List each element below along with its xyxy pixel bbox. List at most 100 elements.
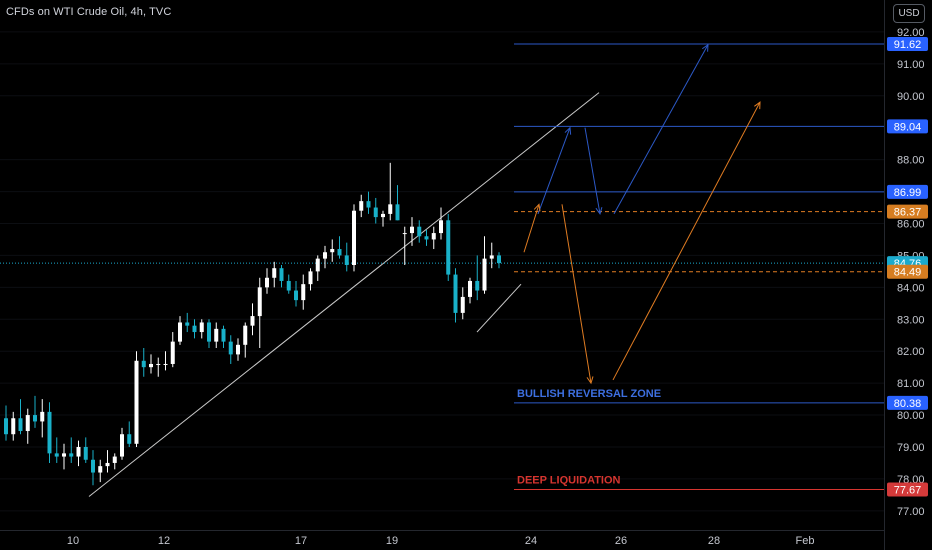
orange-arrow-up-1 <box>523 204 540 253</box>
y-tick-label: 88.00 <box>897 155 925 167</box>
price-tag <box>887 37 928 52</box>
candle-body <box>25 415 30 432</box>
y-tick-label: 77.00 <box>897 506 925 518</box>
candle-body <box>54 453 59 457</box>
candle-body <box>308 271 313 285</box>
candle-body <box>178 322 182 342</box>
blue-arrow-down <box>584 127 601 215</box>
candles <box>4 162 501 486</box>
candle-body <box>156 363 161 365</box>
price-tag <box>887 204 928 219</box>
x-tick-label: 26 <box>615 535 627 547</box>
y-tick-label: 86.00 <box>897 218 925 230</box>
candle-body <box>468 280 472 297</box>
candle-body <box>446 220 451 275</box>
y-tick-label: 84.00 <box>897 282 925 294</box>
grid-layer <box>0 31 884 512</box>
y-tick-label: 82.00 <box>897 346 925 358</box>
candle-body <box>286 280 291 291</box>
blue-arrow-up-2-head <box>701 43 709 52</box>
candle-body <box>141 360 146 368</box>
candle-body <box>47 411 52 454</box>
candle-body <box>424 236 429 240</box>
candle-body <box>250 316 255 326</box>
x-tick-label: Feb <box>796 535 815 547</box>
candle-body <box>279 268 284 281</box>
candle-body <box>236 344 240 355</box>
candle-body <box>170 341 175 364</box>
candle-body <box>272 268 277 278</box>
axis-divider <box>884 0 885 550</box>
price-tag-label: 77.67 <box>894 484 922 496</box>
candle-body <box>134 360 139 444</box>
candle-body <box>127 434 132 444</box>
price-axis[interactable]: 92.0091.0090.0088.0087.0086.0085.0084.00… <box>887 27 928 518</box>
candle-body <box>112 456 117 463</box>
candle-body <box>120 434 124 457</box>
candle-body <box>323 252 327 259</box>
price-levels <box>0 43 884 490</box>
candle-body <box>33 415 37 422</box>
candle-body <box>366 201 371 208</box>
orange-arrow-down-head <box>586 376 594 385</box>
orange-arrow-up-1-head <box>533 203 541 212</box>
y-tick-label: 80.00 <box>897 410 925 422</box>
x-tick-label: 12 <box>158 535 170 547</box>
orange-arrow-up-2 <box>612 101 761 381</box>
candle-body <box>431 233 436 240</box>
candle-body <box>417 226 422 237</box>
candle-body <box>207 322 211 342</box>
x-tick-label: 28 <box>708 535 720 547</box>
candle-body <box>475 280 480 291</box>
orange-arrow-up-2-head <box>754 101 761 110</box>
price-tag-label: 86.99 <box>894 187 922 199</box>
candle-body <box>381 213 385 218</box>
candle-body <box>76 446 81 457</box>
candle-body <box>301 284 306 301</box>
price-tag <box>887 395 928 410</box>
candle-body <box>192 325 197 333</box>
trendlines <box>88 92 600 497</box>
candle-body <box>315 258 320 272</box>
price-tag-label: 84.49 <box>894 267 922 279</box>
candle-body <box>83 446 88 460</box>
price-tag-label: 91.62 <box>894 39 922 51</box>
candle-body <box>199 322 204 333</box>
x-tick-label: 17 <box>295 535 307 547</box>
price-tag <box>887 264 928 279</box>
chart-title: CFDs on WTI Crude Oil, 4h, TVC <box>6 6 172 18</box>
time-axis-divider <box>0 530 884 531</box>
blue-arrow-up-1-head <box>564 126 572 135</box>
blue-arrow-down-head <box>595 207 603 216</box>
candle-body <box>402 233 407 235</box>
price-tag <box>887 184 928 199</box>
time-axis[interactable]: 10 12 17 19 24 26 28 Feb <box>67 535 815 547</box>
candle-body <box>337 249 342 256</box>
price-tag-label: 80.38 <box>894 398 922 410</box>
orange-arrow-down <box>561 204 592 384</box>
projection-arrows <box>523 43 761 385</box>
candle-body <box>243 325 248 345</box>
candle-body <box>489 255 494 259</box>
candle-body <box>388 204 393 214</box>
candle-body <box>163 363 168 365</box>
currency-button[interactable]: USD <box>893 4 925 23</box>
y-tick-label: 79.00 <box>897 442 925 454</box>
candle-body <box>62 453 66 457</box>
candle-body <box>149 363 153 368</box>
candle-body <box>395 204 400 221</box>
price-tag <box>887 482 928 497</box>
y-tick-label: 83.00 <box>897 314 925 326</box>
candle-body <box>69 453 74 457</box>
ascending-trendline <box>88 92 600 497</box>
candle-body <box>460 296 465 313</box>
candle-body <box>344 255 349 265</box>
candle-body <box>265 277 269 288</box>
candle-body <box>257 287 262 317</box>
candle-body <box>91 459 95 473</box>
annotation-label: DEEP LIQUIDATION <box>517 474 621 486</box>
price-tag-label: 89.04 <box>894 121 922 133</box>
candle-body <box>18 418 23 432</box>
candle-body <box>373 207 378 218</box>
